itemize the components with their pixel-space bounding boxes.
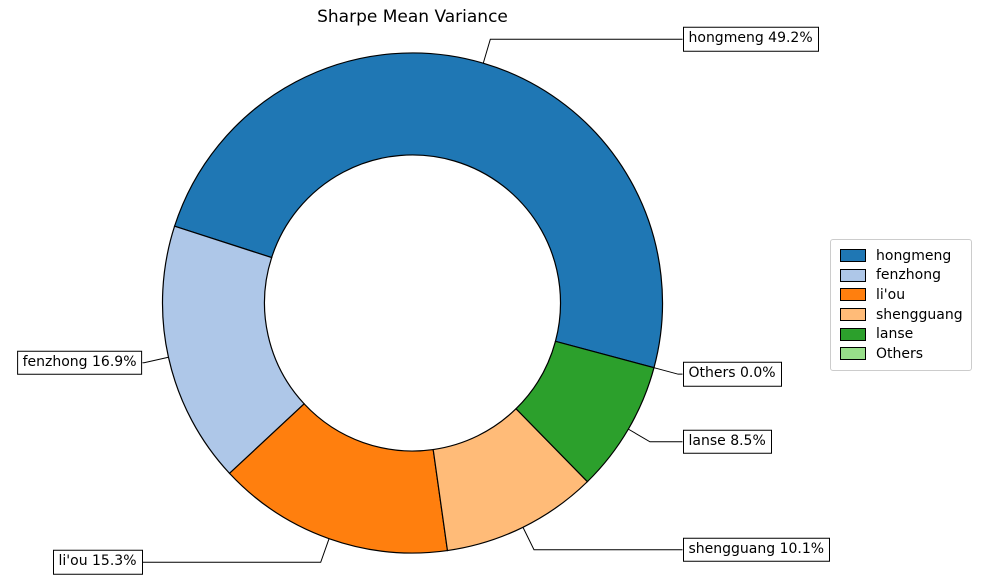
leader-line-lanse bbox=[628, 428, 683, 443]
legend-label-lanse: lanse bbox=[876, 326, 914, 343]
legend-item-li'ou: li'ou bbox=[840, 285, 962, 305]
leader-line-Others bbox=[653, 367, 683, 375]
leader-line-shengguang bbox=[522, 527, 683, 551]
legend-label-hongmeng: hongmeng bbox=[876, 247, 952, 264]
leader-line-fenzhong bbox=[142, 356, 169, 364]
legend-label-fenzhong: fenzhong bbox=[876, 267, 941, 284]
legend-item-shengguang: shengguang bbox=[840, 305, 963, 325]
leader-line-li'ou bbox=[142, 538, 330, 563]
legend-swatch-lanse bbox=[840, 327, 866, 341]
legend-label-Others: Others bbox=[876, 345, 924, 362]
legend: hongmeng fenzhong li'ou shengguang lanse Othe… bbox=[830, 239, 972, 371]
legend-item-hongmeng: hongmeng bbox=[840, 246, 962, 266]
legend-label-shengguang: shengguang bbox=[876, 306, 963, 323]
legend-item-Others: Others bbox=[840, 344, 962, 364]
pie-slice-fenzhong bbox=[161, 225, 306, 475]
legend-label-li'ou: li'ou bbox=[876, 286, 906, 303]
legend-swatch-fenzhong bbox=[840, 268, 866, 282]
legend-swatch-Others bbox=[840, 347, 866, 361]
chart-title: Sharpe Mean Variance bbox=[317, 7, 508, 27]
pie-slice-hongmeng bbox=[173, 52, 664, 369]
legend-swatch-hongmeng bbox=[840, 249, 866, 263]
legend-item-fenzhong: fenzhong bbox=[840, 266, 962, 286]
legend-item-lanse: lanse bbox=[840, 324, 962, 344]
legend-swatch-shengguang bbox=[840, 308, 866, 322]
legend-swatch-li'ou bbox=[840, 288, 866, 302]
leader-line-hongmeng bbox=[482, 38, 683, 64]
